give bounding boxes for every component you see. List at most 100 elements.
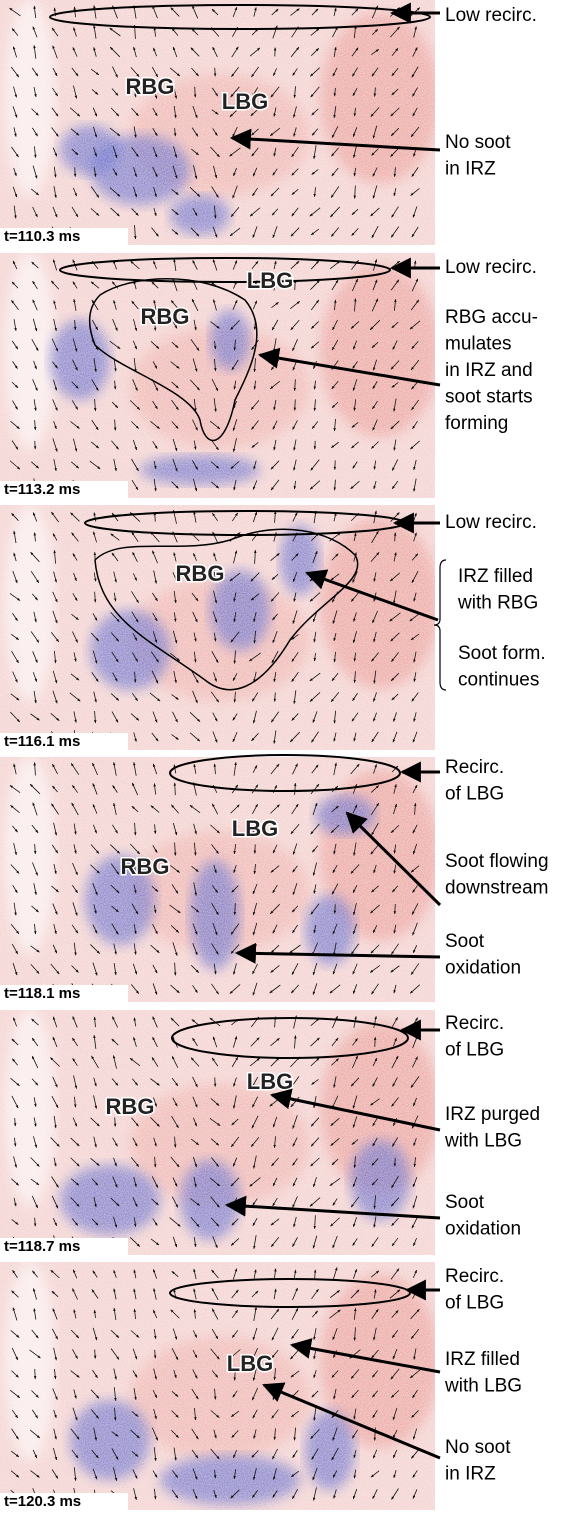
velocity-vector <box>151 732 159 742</box>
velocity-vector <box>93 25 97 39</box>
velocity-vector <box>211 803 219 815</box>
velocity-vector <box>330 227 340 237</box>
velocity-vector <box>213 299 217 311</box>
velocity-vector <box>249 47 261 57</box>
velocity-vector <box>113 419 117 431</box>
velocity-vector <box>371 148 379 156</box>
velocity-vector <box>153 319 157 331</box>
velocity-vector <box>153 824 157 835</box>
velocity-vector <box>230 206 240 218</box>
velocity-vector <box>310 260 320 270</box>
velocity-vector <box>90 844 100 854</box>
velocity-vector <box>170 300 180 310</box>
velocity-vector <box>13 86 17 98</box>
velocity-vector <box>351 712 359 722</box>
velocity-vector <box>131 782 139 796</box>
velocity-vector <box>390 26 400 38</box>
velocity-vector <box>310 228 320 236</box>
velocity-vector <box>229 227 241 237</box>
velocity-vector <box>112 66 118 78</box>
velocity-vector <box>151 885 159 893</box>
velocity-vector <box>53 458 57 472</box>
velocity-vector <box>191 127 199 137</box>
velocity-vector <box>170 865 180 873</box>
velocity-vector <box>230 631 240 643</box>
velocity-vector <box>11 28 19 36</box>
velocity-vector <box>311 108 319 116</box>
velocity-vector <box>291 168 299 176</box>
panel: RBG LBG t=110.3 ms Low recirc. No soot in IRZ <box>0 0 537 245</box>
image-field <box>0 1010 435 1255</box>
velocity-vector <box>131 300 139 310</box>
velocity-vector <box>273 399 277 411</box>
velocity-vector <box>31 261 39 269</box>
velocity-vector <box>33 611 37 623</box>
velocity-vector <box>273 730 277 744</box>
velocity-vector <box>230 460 240 470</box>
velocity-vector <box>352 379 358 392</box>
velocity-vector <box>33 690 37 704</box>
velocity-vector <box>253 864 257 875</box>
velocity-vector <box>73 823 77 835</box>
velocity-vector <box>271 301 279 309</box>
velocity-vector <box>371 48 379 56</box>
velocity-vector <box>390 279 400 291</box>
velocity-vector <box>292 610 298 624</box>
velocity-vector <box>113 571 117 583</box>
velocity-vector <box>93 358 97 373</box>
annotation: continues <box>458 670 539 691</box>
velocity-vector <box>233 844 237 855</box>
velocity-vector <box>53 319 57 332</box>
velocity-vector <box>71 613 79 621</box>
velocity-vector <box>253 549 257 564</box>
velocity-vector <box>152 361 158 369</box>
velocity-vector <box>273 107 277 117</box>
velocity-vector <box>331 279 339 291</box>
velocity-vector <box>53 186 57 199</box>
velocity-vector <box>410 126 420 138</box>
velocity-vector <box>171 341 179 349</box>
annotation: with LBG <box>444 1131 522 1152</box>
velocity-vector <box>51 107 59 117</box>
velocity-vector <box>370 107 380 117</box>
velocity-vector <box>11 300 19 310</box>
velocity-vector <box>233 761 237 776</box>
velocity-vector <box>93 126 97 138</box>
velocity-vector <box>233 963 237 975</box>
velocity-vector <box>91 299 99 311</box>
velocity-vector <box>50 963 60 975</box>
velocity-vector <box>131 652 139 662</box>
annotation: IRZ filled <box>458 566 533 587</box>
velocity-vector <box>230 804 240 814</box>
velocity-vector <box>213 672 217 682</box>
velocity-vector <box>69 107 81 117</box>
velocity-vector <box>31 67 39 77</box>
velocity-vector <box>212 922 218 936</box>
velocity-vector <box>170 984 180 994</box>
velocity-vector <box>391 459 399 471</box>
velocity-vector <box>12 962 18 976</box>
velocity-vector <box>12 400 18 410</box>
velocity-vector <box>371 226 379 239</box>
velocity-vector <box>13 552 17 562</box>
velocity-vector <box>92 107 98 117</box>
velocity-vector <box>412 47 418 57</box>
velocity-vector <box>192 358 198 372</box>
velocity-vector <box>173 146 177 158</box>
annotation: No soot <box>445 132 511 153</box>
velocity-vector <box>193 882 197 896</box>
velocity-vector <box>133 225 137 240</box>
annotation: Recirc. <box>445 1266 504 1287</box>
velocity-vector <box>251 66 259 78</box>
velocity-vector <box>150 805 160 813</box>
speckle <box>0 505 435 750</box>
velocity-vector <box>393 298 397 311</box>
velocity-vector <box>250 107 260 117</box>
velocity-vector <box>9 784 21 794</box>
velocity-vector <box>372 381 378 390</box>
velocity-vector <box>313 399 317 412</box>
velocity-vector <box>52 591 58 603</box>
velocity-vector <box>153 207 157 217</box>
velocity-vector <box>291 634 299 640</box>
velocity-vector <box>190 227 200 237</box>
